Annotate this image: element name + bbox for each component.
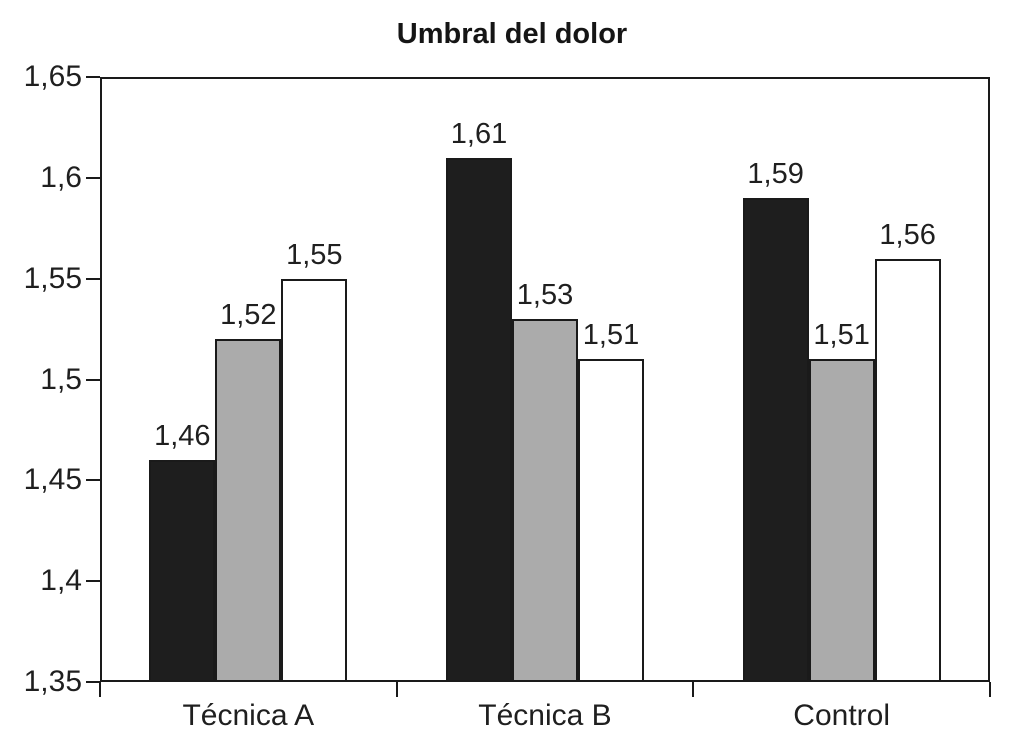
y-axis-tick <box>86 76 100 78</box>
bar-white-series <box>874 258 941 682</box>
bar-value-label: 1,51 <box>813 319 870 352</box>
y-axis-tick-label: 1,4 <box>40 564 82 598</box>
y-axis-tick-label: 1,35 <box>23 665 82 698</box>
bar-value-label: 1,51 <box>582 319 640 352</box>
x-axis-category-label: Técnica B <box>478 699 612 732</box>
bar-black-series <box>742 198 809 682</box>
bar-value-label: 1,53 <box>516 279 574 311</box>
x-axis-category-label: Control <box>793 699 891 732</box>
y-axis-tick-label: 1,45 <box>23 463 82 497</box>
bar-value-label: 1,56 <box>879 218 936 251</box>
y-axis-tick <box>86 681 100 683</box>
bar-gray-series <box>808 359 875 682</box>
x-axis-tick <box>989 682 991 697</box>
bar-value-label: 1,46 <box>154 420 211 453</box>
x-axis-category-label: Técnica A <box>182 699 315 732</box>
y-axis-tick-label: 1,55 <box>23 261 82 295</box>
y-axis-tick <box>86 277 100 280</box>
bar-gray-series <box>215 339 282 682</box>
y-axis-tick-label: 1,65 <box>23 60 82 93</box>
bar-value-label: 1,61 <box>450 117 508 150</box>
y-axis-tick-label: 1,6 <box>40 160 82 194</box>
bar-white-series <box>578 359 644 682</box>
bar-value-label: 1,52 <box>220 299 277 332</box>
bar-value-label: 1,55 <box>286 238 343 271</box>
y-axis-tick <box>86 479 100 482</box>
x-axis-tick <box>692 682 695 697</box>
y-axis-tick-label: 1,5 <box>40 362 82 396</box>
bar-value-label: 1,59 <box>747 158 804 190</box>
x-axis-tick <box>395 682 398 697</box>
bar-white-series <box>281 278 348 682</box>
bar-gray-series <box>512 319 578 682</box>
y-axis-tick <box>86 378 100 381</box>
y-axis-tick <box>86 176 100 179</box>
bar-black-series <box>149 460 216 682</box>
y-axis-tick <box>86 580 100 583</box>
chart-title: Umbral del dolor <box>396 18 628 50</box>
bar-black-series <box>446 157 512 682</box>
x-axis-tick <box>99 682 101 697</box>
